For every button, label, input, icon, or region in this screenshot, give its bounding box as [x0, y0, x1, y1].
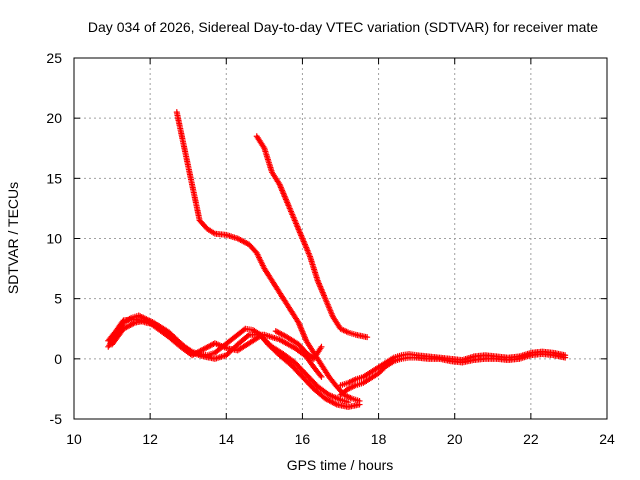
grid: [74, 58, 607, 419]
y-tick-label: 10: [46, 231, 62, 247]
data-point: [356, 401, 363, 408]
x-tick-label: 12: [142, 431, 158, 447]
series-6: [272, 328, 325, 362]
series-3: [105, 312, 363, 410]
data-point: [318, 373, 325, 380]
data-point: [562, 352, 569, 359]
data-marker: [317, 372, 324, 379]
x-axis-label: GPS time / hours: [287, 457, 394, 473]
data-point: [345, 399, 352, 406]
y-tick-label: -5: [50, 411, 63, 427]
x-tick-label: 10: [66, 431, 82, 447]
data-marker: [244, 332, 251, 339]
series-5: [109, 317, 352, 406]
y-tick-labels: -5 0 5 10 15 20 25: [46, 50, 62, 427]
x-tick-label: 22: [523, 431, 539, 447]
data-point: [318, 343, 325, 350]
x-tick-label: 16: [295, 431, 311, 447]
series-8: [337, 348, 569, 389]
x-tick-label: 24: [599, 431, 615, 447]
y-tick-label: 25: [46, 50, 62, 66]
x-tick-label: 14: [218, 431, 234, 447]
x-tick-labels: 10 12 14 16 18 20 22 24: [66, 431, 615, 447]
y-tick-label: 0: [54, 351, 62, 367]
y-tick-label: 20: [46, 110, 62, 126]
data-point: [364, 334, 371, 341]
series-1: [173, 109, 363, 404]
data-marker: [241, 326, 248, 333]
y-axis-label: SDTVAR / TECUs: [5, 182, 21, 294]
y-tick-label: 5: [54, 291, 62, 307]
chart-title: Day 034 of 2026, Sidereal Day-to-day VTE…: [88, 19, 598, 35]
x-tick-label: 18: [371, 431, 387, 447]
series-2: [253, 133, 371, 341]
x-tick-label: 20: [447, 431, 463, 447]
axis-ticks: [73, 57, 608, 420]
series-4: [105, 316, 325, 380]
y-tick-label: 15: [46, 170, 62, 186]
data-series: [105, 109, 569, 410]
